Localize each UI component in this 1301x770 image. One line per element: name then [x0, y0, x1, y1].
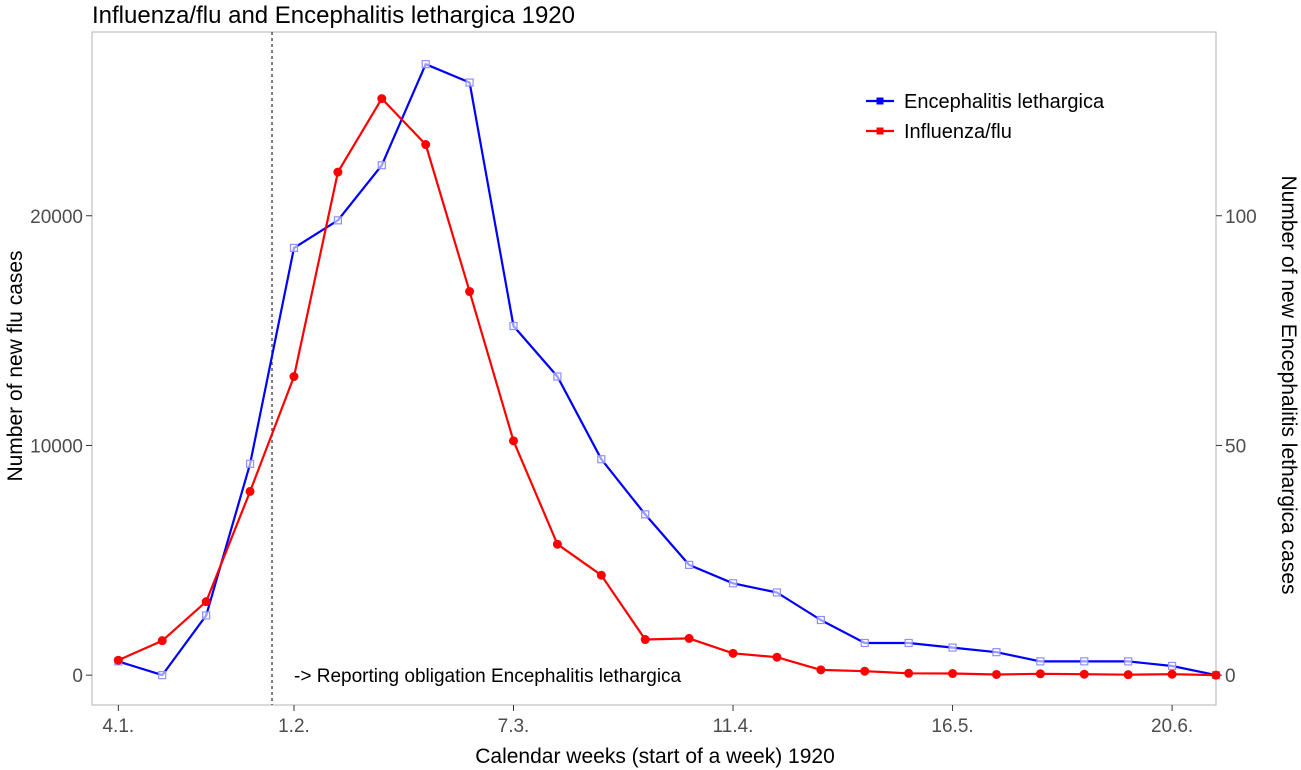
data-point-influenza-flu — [245, 486, 255, 496]
data-point-influenza-flu — [1167, 669, 1177, 679]
data-point-influenza-flu — [113, 655, 123, 665]
series-line-influenza-flu — [117, 97, 1217, 677]
y-right-tick-label: 50 — [1225, 436, 1246, 457]
x-tick-label: 1.2. — [278, 716, 310, 737]
data-point-influenza-flu — [1123, 670, 1133, 680]
legend-label-encephalitis-lethargica: Encephalitis lethargica — [904, 91, 1105, 113]
data-point-influenza-flu — [552, 539, 562, 549]
data-point-encephalitis-lethargica — [1080, 657, 1089, 666]
data-point-influenza-flu — [1079, 669, 1089, 679]
data-point-influenza-flu — [772, 652, 782, 662]
y-axis-title-left: Number of new flu cases — [4, 250, 27, 481]
x-tick-label: 20.6. — [1151, 716, 1193, 737]
y-axis-title-right: Number of new Encephalitis lethargica ca… — [1277, 175, 1300, 594]
data-point-encephalitis-lethargica — [1124, 657, 1133, 666]
x-axis-title: Calendar weeks (start of a week) 1920 — [475, 745, 835, 768]
data-point-encephalitis-lethargica — [421, 60, 430, 69]
ticks-layer: 4.1. 1.2. 7.3. 11.4. 16.5. 20.6. 0 10000 20000 0 5… — [30, 207, 1257, 737]
data-point-encephalitis-lethargica — [377, 161, 386, 170]
data-point-encephalitis-lethargica — [553, 372, 562, 381]
data-point-influenza-flu — [465, 287, 475, 297]
legend-marker-encephalitis-lethargica — [876, 97, 884, 105]
x-tick-label: 4.1. — [102, 716, 134, 737]
legend-marker-influenza-flu — [876, 127, 884, 135]
data-point-influenza-flu — [991, 669, 1001, 679]
data-point-encephalitis-lethargica — [948, 643, 957, 652]
data-point-encephalitis-lethargica — [641, 510, 650, 519]
data-point-encephalitis-lethargica — [289, 243, 299, 253]
legend: Encephalitis lethargica Influenza/flu — [866, 91, 1105, 143]
legend-label-influenza-flu: Influenza/flu — [904, 121, 1012, 143]
data-point-encephalitis-lethargica — [245, 459, 255, 468]
data-point-influenza-flu — [948, 669, 958, 679]
data-point-influenza-flu — [684, 633, 694, 643]
data-point-encephalitis-lethargica — [992, 648, 1001, 657]
data-point-encephalitis-lethargica — [685, 560, 694, 569]
series-encephalitis-lethargica — [114, 60, 1221, 680]
y-right-tick-label: 0 — [1225, 666, 1236, 687]
data-point-influenza-flu — [157, 636, 167, 646]
data-point-influenza-flu — [860, 666, 870, 676]
series-influenza-flu — [113, 94, 1221, 680]
data-point-influenza-flu — [728, 648, 738, 658]
series-line-encephalitis-lethargica — [117, 63, 1217, 677]
series-layer — [113, 60, 1221, 680]
data-point-influenza-flu — [333, 167, 343, 177]
x-tick-label: 7.3. — [498, 716, 530, 737]
data-point-encephalitis-lethargica — [728, 579, 738, 588]
data-point-encephalitis-lethargica — [816, 615, 825, 625]
data-point-encephalitis-lethargica — [860, 638, 869, 648]
data-point-influenza-flu — [596, 570, 606, 580]
data-point-influenza-flu — [816, 665, 826, 675]
data-point-influenza-flu — [1035, 669, 1045, 679]
plot-panel — [91, 31, 1217, 706]
data-point-encephalitis-lethargica — [509, 321, 518, 331]
y-left-tick-label: 0 — [72, 666, 83, 687]
y-left-tick-label: 10000 — [30, 436, 83, 457]
data-point-influenza-flu — [289, 372, 299, 382]
x-tick-label: 11.4. — [713, 716, 754, 737]
data-point-influenza-flu — [201, 597, 211, 607]
data-point-influenza-flu — [509, 436, 518, 446]
data-point-encephalitis-lethargica — [158, 671, 167, 680]
data-point-encephalitis-lethargica — [465, 78, 474, 87]
data-point-encephalitis-lethargica — [333, 216, 342, 225]
data-point-influenza-flu — [904, 668, 914, 678]
data-point-influenza-flu — [1211, 670, 1221, 680]
data-point-encephalitis-lethargica — [1167, 661, 1177, 671]
data-point-encephalitis-lethargica — [772, 588, 782, 597]
data-point-influenza-flu — [640, 635, 650, 645]
data-point-encephalitis-lethargica — [202, 611, 211, 620]
annotation-reporting-obligation: -> Reporting obligation Encephalitis let… — [294, 666, 682, 687]
data-point-encephalitis-lethargica — [597, 455, 606, 464]
y-left-tick-label: 20000 — [30, 207, 83, 228]
chart-title: Influenza/flu and Encephalitis lethargic… — [92, 2, 575, 29]
data-point-encephalitis-lethargica — [904, 638, 913, 648]
data-point-encephalitis-lethargica — [1036, 657, 1045, 666]
y-right-tick-label: 100 — [1225, 207, 1257, 228]
data-point-influenza-flu — [421, 140, 431, 150]
x-tick-label: 16.5. — [931, 716, 973, 737]
data-point-influenza-flu — [377, 94, 387, 104]
